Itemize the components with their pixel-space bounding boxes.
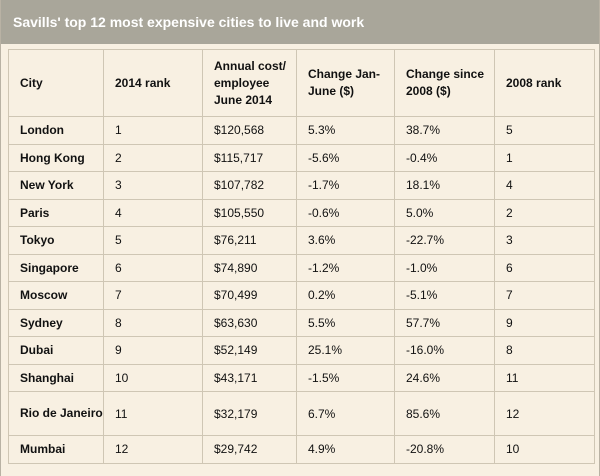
- change-jan-june-cell: 5.3%: [296, 116, 395, 145]
- city-cell: Tokyo: [8, 226, 104, 255]
- change-since-2008-cell: 57.7%: [394, 308, 495, 337]
- rank-2014-cell: 12: [103, 435, 203, 464]
- city-cell: Hong Kong: [8, 143, 104, 172]
- city-cell: Paris: [8, 198, 104, 227]
- change-since-2008-cell: -0.4%: [394, 143, 495, 172]
- table-header: City 2014 rank Annual cost/ employee Jun…: [8, 49, 595, 117]
- change-since-2008-cell: 38.7%: [394, 116, 495, 145]
- annual-cost-cell: $29,742: [202, 435, 297, 464]
- table-row: Paris 4 $105,550 -0.6% 5.0% 2: [8, 198, 595, 227]
- rank-2008-cell: 11: [494, 363, 595, 392]
- annual-cost-cell: $63,630: [202, 308, 297, 337]
- rank-2014-cell: 1: [103, 116, 203, 145]
- rank-2008-cell: 12: [494, 391, 595, 436]
- rank-2008-cell: 4: [494, 171, 595, 200]
- annual-cost-cell: $43,171: [202, 363, 297, 392]
- change-since-2008-cell: 5.0%: [394, 198, 495, 227]
- column-header-change-jan-june: Change Jan-June ($): [296, 49, 395, 117]
- change-since-2008-cell: -1.0%: [394, 253, 495, 282]
- change-since-2008-cell: -16.0%: [394, 336, 495, 365]
- table-row: Mumbai 12 $29,742 4.9% -20.8% 10: [8, 435, 595, 464]
- table-body: London 1 $120,568 5.3% 38.7% 5 Hong Kong…: [8, 116, 595, 464]
- change-since-2008-cell: -5.1%: [394, 281, 495, 310]
- rank-2008-cell: 2: [494, 198, 595, 227]
- change-jan-june-cell: -1.2%: [296, 253, 395, 282]
- annual-cost-cell: $105,550: [202, 198, 297, 227]
- change-jan-june-cell: 3.6%: [296, 226, 395, 255]
- annual-cost-cell: $76,211: [202, 226, 297, 255]
- table-row: Rio de Janeiro 11 $32,179 6.7% 85.6% 12: [8, 391, 595, 436]
- table-row: Shanghai 10 $43,171 -1.5% 24.6% 11: [8, 363, 595, 392]
- column-header-2008-rank: 2008 rank: [494, 49, 595, 117]
- annual-cost-cell: $32,179: [202, 391, 297, 436]
- header-row: City 2014 rank Annual cost/ employee Jun…: [8, 49, 595, 117]
- city-cell: Dubai: [8, 336, 104, 365]
- city-cell: London: [8, 116, 104, 145]
- annual-cost-cell: $115,717: [202, 143, 297, 172]
- change-jan-june-cell: -0.6%: [296, 198, 395, 227]
- city-cell: Sydney: [8, 308, 104, 337]
- change-jan-june-cell: -1.7%: [296, 171, 395, 200]
- table-row: Dubai 9 $52,149 25.1% -16.0% 8: [8, 336, 595, 365]
- change-jan-june-cell: 5.5%: [296, 308, 395, 337]
- rank-2014-cell: 5: [103, 226, 203, 255]
- annual-cost-cell: $52,149: [202, 336, 297, 365]
- column-header-annual-cost: Annual cost/ employee June 2014: [202, 49, 297, 117]
- change-jan-june-cell: 0.2%: [296, 281, 395, 310]
- rank-2008-cell: 9: [494, 308, 595, 337]
- rank-2014-cell: 6: [103, 253, 203, 282]
- cities-table: City 2014 rank Annual cost/ employee Jun…: [8, 49, 595, 464]
- city-cell: Moscow: [8, 281, 104, 310]
- rank-2008-cell: 8: [494, 336, 595, 365]
- city-cell: Shanghai: [8, 363, 104, 392]
- rank-2008-cell: 6: [494, 253, 595, 282]
- table-row: New York 3 $107,782 -1.7% 18.1% 4: [8, 171, 595, 200]
- annual-cost-cell: $74,890: [202, 253, 297, 282]
- city-cell: Singapore: [8, 253, 104, 282]
- rank-2014-cell: 2: [103, 143, 203, 172]
- table-row: Tokyo 5 $76,211 3.6% -22.7% 3: [8, 226, 595, 255]
- column-header-city: City: [8, 49, 104, 117]
- rank-2008-cell: 3: [494, 226, 595, 255]
- city-cell: Mumbai: [8, 435, 104, 464]
- rank-2014-cell: 7: [103, 281, 203, 310]
- change-since-2008-cell: 18.1%: [394, 171, 495, 200]
- column-header-2014-rank: 2014 rank: [103, 49, 203, 117]
- rank-2008-cell: 5: [494, 116, 595, 145]
- change-jan-june-cell: 4.9%: [296, 435, 395, 464]
- change-since-2008-cell: -20.8%: [394, 435, 495, 464]
- change-jan-june-cell: -5.6%: [296, 143, 395, 172]
- change-since-2008-cell: 85.6%: [394, 391, 495, 436]
- rank-2008-cell: 7: [494, 281, 595, 310]
- table-row: Moscow 7 $70,499 0.2% -5.1% 7: [8, 281, 595, 310]
- change-jan-june-cell: 25.1%: [296, 336, 395, 365]
- table-title: Savills' top 12 most expensive cities to…: [1, 0, 599, 44]
- city-cell: Rio de Janeiro: [8, 391, 104, 436]
- annual-cost-cell: $107,782: [202, 171, 297, 200]
- rank-2014-cell: 8: [103, 308, 203, 337]
- rank-2014-cell: 3: [103, 171, 203, 200]
- rank-2008-cell: 10: [494, 435, 595, 464]
- table-row: Hong Kong 2 $115,717 -5.6% -0.4% 1: [8, 143, 595, 172]
- table-row: Sydney 8 $63,630 5.5% 57.7% 9: [8, 308, 595, 337]
- annual-cost-cell: $70,499: [202, 281, 297, 310]
- rank-2008-cell: 1: [494, 143, 595, 172]
- change-jan-june-cell: 6.7%: [296, 391, 395, 436]
- rank-2014-cell: 4: [103, 198, 203, 227]
- rank-2014-cell: 10: [103, 363, 203, 392]
- city-cell: New York: [8, 171, 104, 200]
- table-row: Singapore 6 $74,890 -1.2% -1.0% 6: [8, 253, 595, 282]
- table-row: London 1 $120,568 5.3% 38.7% 5: [8, 116, 595, 145]
- column-header-change-since-2008: Change since 2008 ($): [394, 49, 495, 117]
- rank-2014-cell: 11: [103, 391, 203, 436]
- change-jan-june-cell: -1.5%: [296, 363, 395, 392]
- change-since-2008-cell: 24.6%: [394, 363, 495, 392]
- change-since-2008-cell: -22.7%: [394, 226, 495, 255]
- rank-2014-cell: 9: [103, 336, 203, 365]
- annual-cost-cell: $120,568: [202, 116, 297, 145]
